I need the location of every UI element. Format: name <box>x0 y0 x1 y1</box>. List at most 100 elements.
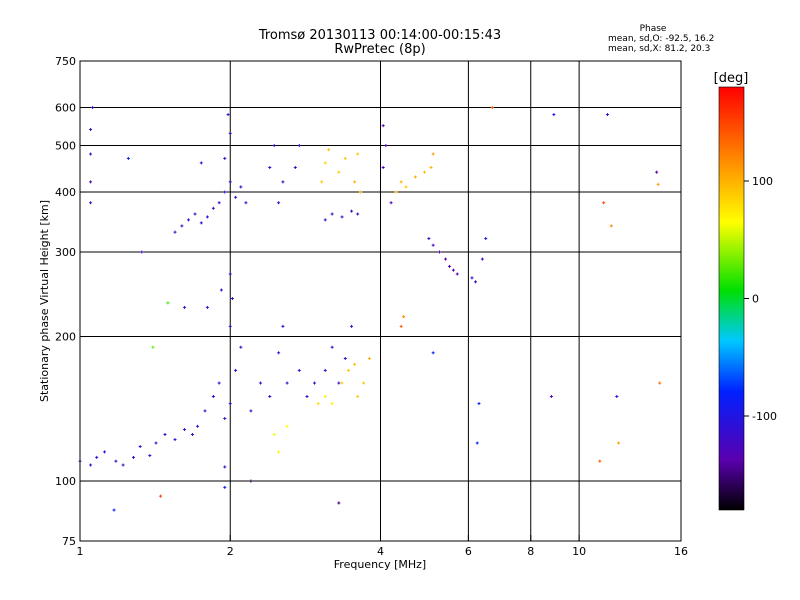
data-point <box>259 381 263 385</box>
x-axis: 1 2 4 6 8 10 16 <box>77 535 688 558</box>
data-point <box>343 156 347 160</box>
data-point <box>126 156 130 160</box>
data-point <box>340 381 344 385</box>
data-point <box>431 243 435 247</box>
data-point <box>239 345 243 349</box>
data-point <box>239 185 243 189</box>
data-point <box>159 494 163 498</box>
data-point <box>89 463 93 467</box>
data-point <box>615 395 619 399</box>
data-point <box>166 301 170 305</box>
data-point <box>327 148 331 152</box>
data-point <box>89 180 93 184</box>
data-point <box>402 315 406 319</box>
data-point <box>196 424 200 428</box>
y-tick-label: 500 <box>55 140 76 153</box>
data-point <box>193 212 197 216</box>
data-point <box>268 165 272 169</box>
data-point <box>346 368 350 372</box>
data-point <box>350 324 354 328</box>
data-point <box>381 165 385 169</box>
data-point <box>277 351 281 355</box>
data-point <box>475 441 479 445</box>
data-point <box>272 144 276 148</box>
data-point <box>350 209 354 213</box>
data-point <box>549 395 553 399</box>
data-point <box>389 201 393 205</box>
data-point <box>151 345 155 349</box>
data-point <box>337 170 341 174</box>
data-point <box>606 113 610 117</box>
data-point <box>203 409 207 413</box>
data-point <box>330 402 334 406</box>
data-point <box>477 402 481 406</box>
data-point <box>121 463 125 467</box>
data-point <box>211 206 215 210</box>
data-point <box>394 190 398 194</box>
data-point <box>658 381 662 385</box>
y-tick-label: 750 <box>55 55 76 68</box>
x-tick-label: 1 <box>77 545 84 558</box>
data-point <box>163 433 167 437</box>
x-tick-label: 6 <box>465 545 472 558</box>
data-point <box>293 165 297 169</box>
data-point <box>356 152 360 156</box>
data-point <box>173 438 177 442</box>
x-axis-label: Frequency [MHz] <box>334 558 426 571</box>
colorbar-tick-label: -100 <box>752 410 777 423</box>
data-point <box>617 441 621 445</box>
data-point <box>285 424 289 428</box>
data-point <box>140 250 144 254</box>
data-points <box>78 106 662 512</box>
data-point <box>114 459 118 463</box>
data-point <box>199 161 203 165</box>
y-tick-label: 200 <box>55 331 76 344</box>
data-point <box>217 201 221 205</box>
colorbar-tick-label: 0 <box>752 293 759 306</box>
data-point <box>356 212 360 216</box>
data-point <box>297 144 301 148</box>
data-point <box>323 218 327 222</box>
data-point <box>228 272 232 276</box>
data-point <box>277 201 281 205</box>
data-point <box>422 170 426 174</box>
data-point <box>455 272 459 276</box>
data-point <box>470 276 474 280</box>
data-point <box>217 381 221 385</box>
data-point <box>148 454 152 458</box>
x-tick-label: 10 <box>572 545 586 558</box>
data-point <box>183 305 187 309</box>
data-point <box>112 508 116 512</box>
data-point <box>234 195 238 199</box>
data-point <box>223 465 227 469</box>
data-point <box>223 190 227 194</box>
data-point <box>272 433 276 437</box>
data-point <box>656 182 660 186</box>
data-point <box>249 409 253 413</box>
data-point <box>297 368 301 372</box>
data-point <box>320 180 324 184</box>
data-point <box>609 224 613 228</box>
data-point <box>399 180 403 184</box>
data-point <box>655 170 659 174</box>
data-point <box>340 215 344 219</box>
data-point <box>223 156 227 160</box>
phase-title: Phase <box>639 24 667 34</box>
data-point <box>277 450 281 454</box>
data-point <box>384 144 388 148</box>
data-point <box>490 106 494 110</box>
data-point <box>219 288 223 292</box>
data-point <box>362 381 366 385</box>
data-point <box>249 479 253 483</box>
data-point <box>223 485 227 489</box>
data-point <box>598 459 602 463</box>
data-point <box>183 428 187 432</box>
data-point <box>199 221 203 225</box>
data-point <box>323 161 327 165</box>
data-point <box>323 395 327 399</box>
data-point <box>330 212 334 216</box>
colorbar-label: [deg] <box>714 71 749 86</box>
data-point <box>316 402 320 406</box>
colorbar-gradient <box>719 87 744 510</box>
